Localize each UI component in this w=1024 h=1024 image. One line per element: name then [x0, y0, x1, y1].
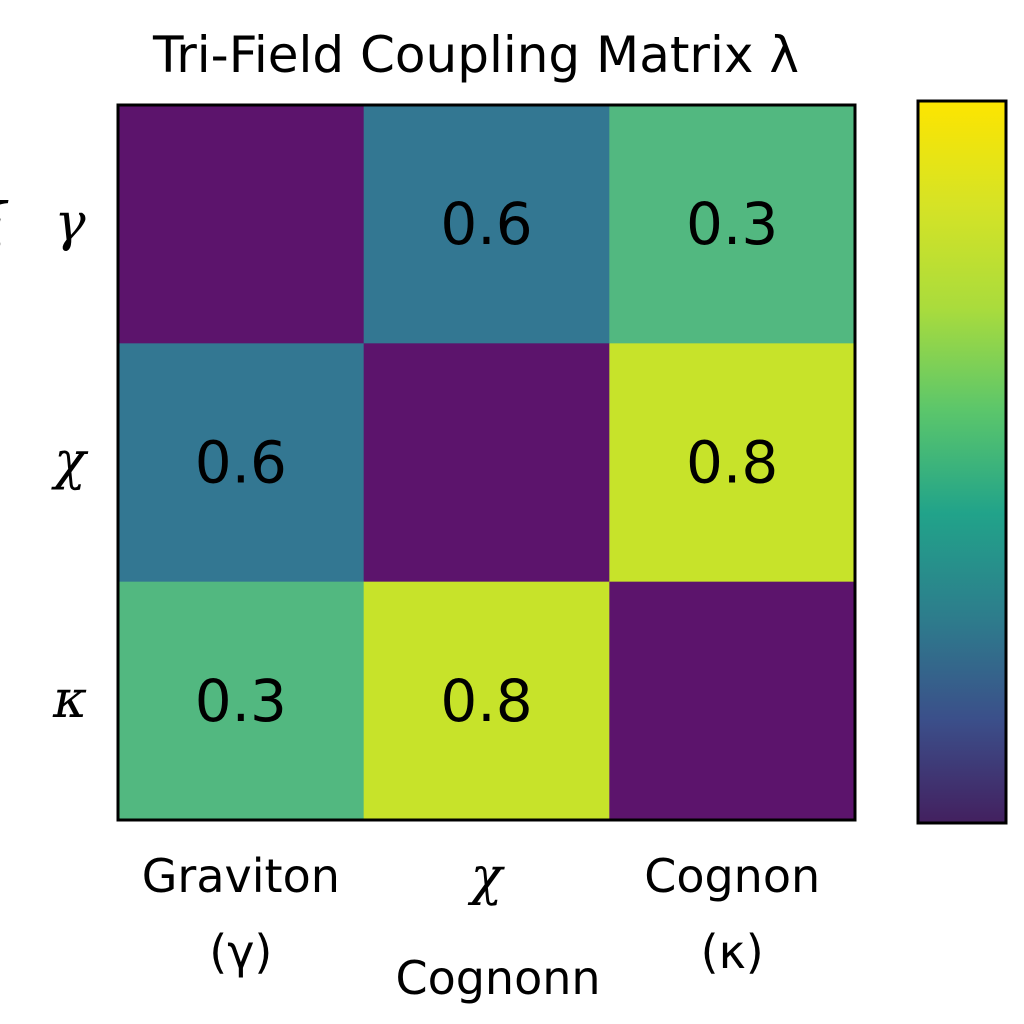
- x-tick-label-2: Cognon: [644, 849, 820, 903]
- heatmap-cell-0-0: [118, 105, 365, 344]
- heatmap-frame: [116, 103, 857, 822]
- chart-title: Tri-Field Coupling Matrix λ: [152, 26, 799, 84]
- x-tick-label-0: Graviton: [142, 849, 340, 903]
- heatmap-cell-0-1: [363, 105, 610, 344]
- x-tick-symbol-2: (κ): [701, 925, 764, 979]
- heatmap-cell-2-0: [118, 581, 365, 821]
- x-tick-symbol-1: χ: [467, 847, 506, 907]
- heatmap-cell-1-1: [363, 343, 610, 583]
- cell-value-label-0-1: 0.6: [440, 190, 532, 258]
- y-axis-ticks: γ χ κ: [50, 193, 89, 730]
- cell-value-label-1-2: 0.8: [686, 429, 778, 497]
- cell-value-label-2-0: 0.3: [195, 667, 287, 735]
- x-axis-label: Cognonn: [395, 951, 600, 1005]
- y-tick-label-2: κ: [52, 670, 87, 730]
- x-axis-ticks: Graviton (γ) χ Cognon (κ): [142, 847, 820, 979]
- y-tick-label-1: χ: [50, 432, 89, 492]
- heatmap-cell-2-2: [609, 581, 856, 821]
- heatmap-cell-2-1: [363, 581, 610, 821]
- cell-value-label-1-0: 0.6: [195, 429, 287, 497]
- cell-value-label-0-2: 0.3: [686, 190, 778, 258]
- heatmap-cell-0-2: [609, 105, 856, 344]
- colorbar: [916, 99, 1008, 825]
- y-axis-fragment: ξ: [0, 193, 9, 253]
- heatmap-cell-1-2: [609, 343, 856, 583]
- heatmap-cell-1-0: [118, 343, 365, 583]
- x-tick-symbol-0: (γ): [209, 925, 272, 979]
- y-tick-label-0: γ: [54, 193, 86, 253]
- cell-value-label-2-1: 0.8: [440, 667, 532, 735]
- heatmap-cells: 0.6 0.3 0.6 0.8 0.3 0.8: [118, 105, 856, 821]
